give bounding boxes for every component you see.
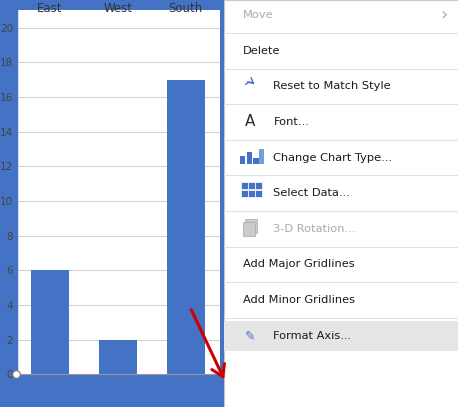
Bar: [253, 158, 258, 164]
FancyBboxPatch shape: [243, 222, 255, 236]
Text: Format Axis...: Format Axis...: [273, 330, 352, 341]
Text: 3-D Rotation...: 3-D Rotation...: [273, 224, 356, 234]
Bar: [241, 190, 248, 197]
Text: Reset to Match Style: Reset to Match Style: [273, 81, 391, 92]
Bar: [240, 156, 245, 164]
Text: West: West: [104, 2, 132, 15]
Text: ✎: ✎: [245, 329, 256, 342]
Text: Change Chart Type...: Change Chart Type...: [273, 153, 393, 163]
Text: Move: Move: [243, 10, 274, 20]
Bar: [167, 79, 205, 374]
Text: ●: ●: [9, 0, 16, 8]
Text: East: East: [37, 2, 63, 15]
Bar: [255, 190, 262, 197]
Text: Font...: Font...: [273, 117, 309, 127]
Text: Delete: Delete: [243, 46, 281, 56]
Text: South: South: [169, 2, 203, 15]
Bar: [255, 182, 262, 189]
Text: Add Major Gridlines: Add Major Gridlines: [243, 259, 355, 269]
Text: ●: ●: [9, 376, 16, 385]
Bar: [31, 270, 69, 374]
Bar: [224, 321, 458, 351]
Bar: [99, 340, 136, 374]
Bar: [247, 152, 252, 164]
FancyBboxPatch shape: [245, 219, 256, 233]
Text: A: A: [245, 114, 255, 129]
Bar: [241, 182, 248, 189]
Bar: [248, 190, 255, 197]
Text: Add Minor Gridlines: Add Minor Gridlines: [243, 295, 355, 305]
Bar: [259, 149, 264, 164]
Text: ›: ›: [440, 6, 447, 24]
FancyBboxPatch shape: [224, 0, 458, 407]
Text: Select Data...: Select Data...: [273, 188, 350, 198]
Bar: [248, 182, 255, 189]
